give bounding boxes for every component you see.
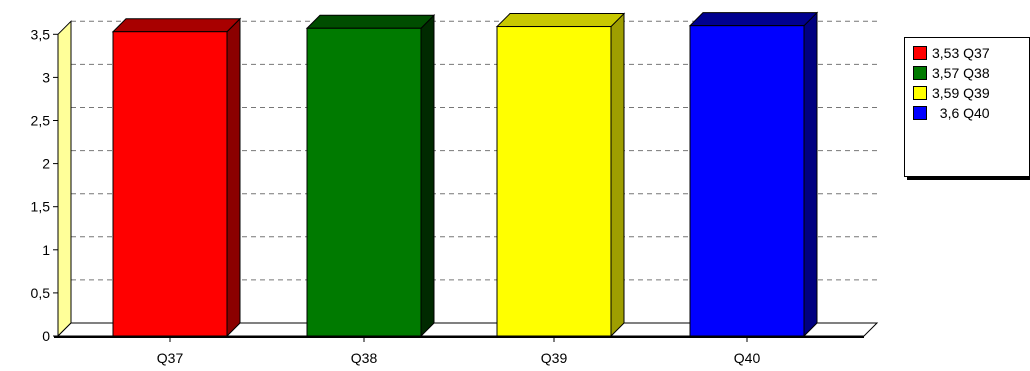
legend: 3,53 Q37 3,57 Q38 3,59 Q39 3,6 Q40 [904, 37, 1030, 177]
y-tick-label: 2,5 [31, 113, 51, 129]
bar-front [689, 25, 805, 337]
legend-item: 3,53 Q37 [905, 43, 1029, 63]
x-tick-label: Q39 [541, 350, 568, 366]
bar-chart: 0 0,5 1 1,5 2 2,5 3 3,5 Q37 Q38 Q39 Q40 [31, 11, 879, 366]
bar-front [496, 26, 612, 337]
bar-side [226, 17, 241, 338]
x-tick-label: Q40 [734, 350, 761, 366]
y-tick-label: 3 [42, 69, 50, 85]
y-tick-label: 3,5 [31, 26, 51, 42]
legend-label: 3,6 Q40 [932, 105, 990, 121]
bar-q39 [495, 12, 626, 338]
legend-label: 3,59 Q39 [932, 85, 990, 101]
y-tick-label: 0 [42, 328, 50, 344]
x-tick-label: Q38 [351, 350, 378, 366]
legend-swatch [913, 46, 927, 60]
bars [111, 11, 819, 338]
x-axis-labels: Q37 Q38 Q39 Q40 [157, 337, 761, 366]
bar-side [420, 14, 435, 338]
legend-item: 3,57 Q38 [905, 63, 1029, 83]
left-wall [57, 20, 72, 338]
legend-swatch [913, 106, 927, 120]
bar-q38 [305, 14, 436, 338]
bar-top [688, 12, 819, 27]
bar-side [610, 12, 625, 338]
legend-label: 3,57 Q38 [932, 65, 990, 81]
y-tick-label: 0,5 [31, 285, 51, 301]
x-tick-label: Q37 [157, 350, 184, 366]
y-tick-label: 1 [42, 242, 50, 258]
bar-q40 [688, 11, 819, 338]
bar-front [306, 27, 422, 337]
legend-swatch [913, 86, 927, 100]
y-tick-label: 2 [42, 156, 50, 172]
legend-swatch [913, 66, 927, 80]
y-axis-ticks: 0 0,5 1 1,5 2 2,5 3 3,5 [31, 26, 58, 344]
legend-item: 3,6 Q40 [905, 103, 1029, 123]
bar-side [803, 11, 818, 338]
bar-top [305, 14, 436, 29]
bar-front [112, 31, 228, 337]
bar-q37 [111, 17, 242, 338]
bar-top [111, 18, 242, 33]
legend-item: 3,59 Q39 [905, 83, 1029, 103]
legend-label: 3,53 Q37 [932, 45, 990, 61]
bar-top [495, 13, 626, 28]
y-tick-label: 1,5 [31, 199, 51, 215]
